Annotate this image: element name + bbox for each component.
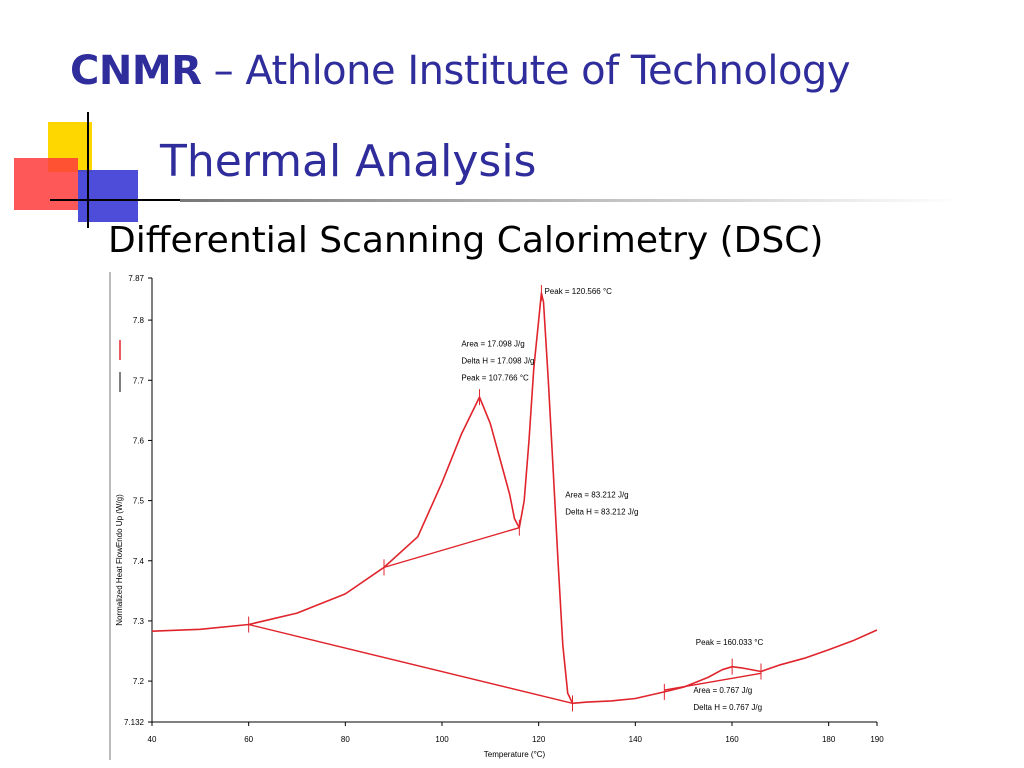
chart-axes xyxy=(151,278,877,723)
annotation-label: Peak = 107.766 °C xyxy=(461,374,529,383)
chart-baselines xyxy=(248,527,762,705)
title-bold: CNMR xyxy=(70,48,202,94)
x-tick-label: 140 xyxy=(629,735,643,744)
y-tick-label: 7.3 xyxy=(133,617,145,626)
annotation-label: Area = 83.212 J/g xyxy=(565,491,628,500)
x-tick-label: 180 xyxy=(822,735,836,744)
slide-decoration xyxy=(14,112,180,228)
x-tick-label: 160 xyxy=(725,735,739,744)
y-tick-label: 7.7 xyxy=(133,376,145,385)
y-axis-label: Normalized Heat FlowEndo Up (W/g) xyxy=(115,494,124,626)
chart-annotations: Peak = 120.566 °C Area = 17.098 J/g Delta … xyxy=(461,287,763,712)
chart-heading: Differential Scanning Calorimetry (DSC) xyxy=(108,220,824,261)
x-axis-label: Temperature (°C) xyxy=(484,750,546,759)
annotation-label: Delta H = 83.212 J/g xyxy=(565,508,638,517)
title-rest: – Athlone Institute of Technology xyxy=(201,48,851,94)
y-tick-label: 7.87 xyxy=(128,274,144,283)
x-tick-label: 190 xyxy=(870,735,884,744)
slide-title: CNMR – Athlone Institute of Technology xyxy=(70,48,850,94)
annotation-label: Peak = 120.566 °C xyxy=(544,287,612,296)
dsc-curve xyxy=(151,292,878,705)
y-tick-label: 7.2 xyxy=(133,677,145,686)
annotation-label: Delta H = 0.767 J/g xyxy=(693,703,762,712)
legend-mark xyxy=(109,272,121,760)
x-tick-label: 80 xyxy=(341,735,350,744)
slide-subtitle: Thermal Analysis xyxy=(160,136,537,187)
x-tick-label: 40 xyxy=(148,735,157,744)
annotation-label: Area = 0.767 J/g xyxy=(693,686,752,695)
x-tick-label: 60 xyxy=(244,735,253,744)
x-tick-label: 100 xyxy=(435,735,449,744)
deco-red-square xyxy=(14,158,78,210)
y-tick-label: 7.132 xyxy=(124,718,145,727)
y-tick-label: 7.8 xyxy=(133,316,145,325)
chart-series xyxy=(151,292,878,705)
baseline-line xyxy=(248,623,573,705)
y-tick-label: 7.4 xyxy=(133,557,145,566)
x-tick-label: 120 xyxy=(532,735,546,744)
baseline-line xyxy=(383,527,520,569)
annotation-label: Peak = 160.033 °C xyxy=(696,638,764,647)
y-tick-label: 7.6 xyxy=(133,436,145,445)
y-tick-label: 7.5 xyxy=(133,497,145,506)
chart-ticks: 40 60 80 100 120 140 160 180 190 7.87 7.8 7.7 7.6 7.5… xyxy=(124,274,884,744)
annotation-label: Area = 17.098 J/g xyxy=(461,340,524,349)
title-rule xyxy=(180,199,960,202)
chart-markers xyxy=(248,285,762,712)
annotation-label: Delta H = 17.098 J/g xyxy=(461,357,534,366)
